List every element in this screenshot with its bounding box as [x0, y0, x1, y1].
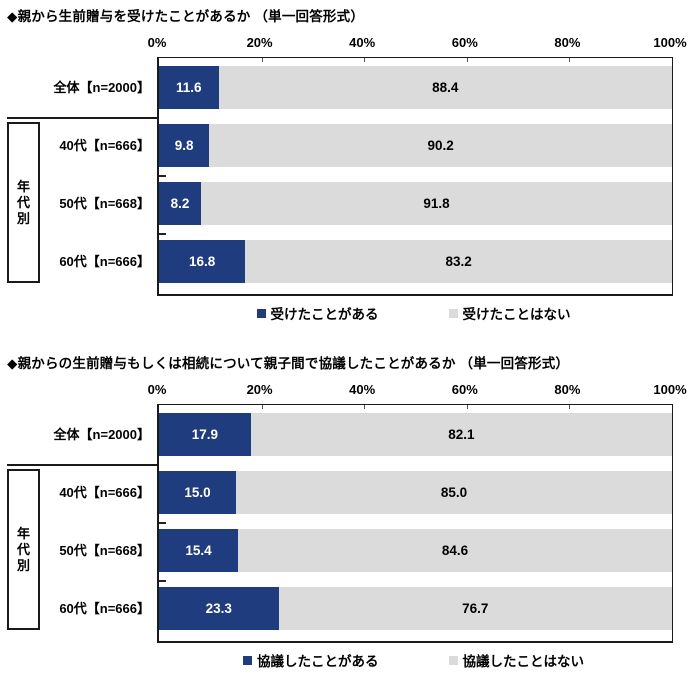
chart-section-discussed-inheritance: ◆親からの生前贈与もしくは相続について親子間で協議したことがあるか （単一回答形…: [0, 347, 700, 678]
category-label: 50代【n=668】: [59, 543, 150, 558]
plot-area: 17.9 82.1 15.0 85.0 15.4 84.6 23.3 76.7: [157, 404, 673, 643]
axis-tick-label: 40%: [349, 35, 376, 50]
axis-tick-mark: [261, 58, 263, 62]
bar-segment-primary: 16.8: [159, 240, 246, 283]
plot-area: 11.6 88.4 9.8 90.2 8.2 91.8 16.8 83.2: [157, 57, 673, 296]
group-label-char: 年: [16, 178, 30, 194]
axis-tick-mark: [569, 405, 571, 409]
category-label: 全体【n=2000】: [53, 80, 150, 95]
axis-tick-mark: [466, 405, 468, 409]
axis-tick-labels: 0% 20% 40% 60% 80% 100%: [148, 382, 687, 398]
group-label-char: 別: [16, 557, 30, 573]
bar-segment-primary: 11.6: [159, 66, 219, 109]
bar-segment-primary: 15.0: [159, 471, 236, 514]
category-tick-mark: [159, 174, 166, 177]
legend-item: 受けたことがある: [256, 303, 379, 323]
legend-swatch-primary: [243, 655, 252, 665]
bar-row: 15.0 85.0: [159, 471, 672, 514]
axis-tick-label: 80%: [554, 35, 581, 50]
bar-segment-primary: 8.2: [159, 182, 202, 225]
bar-row: 11.6 88.4: [159, 66, 672, 109]
chart-title: ◆親から生前贈与を受けたことがあるか （単一回答形式）: [7, 9, 365, 24]
group-label-char: 代: [16, 541, 30, 557]
axis-tick-label: 20%: [246, 35, 273, 50]
bar-segment-secondary: 88.4: [218, 66, 672, 109]
axis-tick-label: 60%: [451, 382, 478, 397]
legend-item: 協議したことはない: [448, 650, 585, 670]
group-label-char: 別: [16, 210, 30, 226]
bar-segment-secondary: 91.8: [201, 182, 672, 225]
axis-tick-label: 100%: [653, 35, 687, 50]
group-label-char: 代: [16, 194, 30, 210]
axis-tick-mark: [364, 405, 366, 409]
legend-item: 協議したことがある: [243, 650, 379, 670]
axis-tick-label: 100%: [653, 382, 687, 397]
bar-segment-primary: 9.8: [159, 124, 210, 167]
legend-label: 協議したことはない: [462, 654, 585, 669]
axis-tick-label: 60%: [451, 35, 478, 50]
category-tick-mark: [159, 521, 166, 524]
axis-tick-mark: [261, 405, 263, 409]
bar-row: 23.3 76.7: [159, 587, 672, 630]
axis-tick-label: 0%: [147, 382, 167, 397]
category-label: 60代【n=666】: [59, 601, 150, 616]
legend-label: 協議したことがある: [257, 654, 379, 669]
group-label-char: 年: [16, 525, 30, 541]
category-label: 60代【n=666】: [59, 254, 150, 269]
bar-segment-secondary: 83.2: [245, 240, 672, 283]
legend-label: 受けたことがある: [270, 307, 379, 322]
group-box: 年代別: [7, 122, 40, 283]
axis-tick-mark: [466, 58, 468, 62]
category-label: 40代【n=666】: [59, 485, 150, 500]
legend-swatch-primary: [256, 308, 266, 318]
legend: 協議したことがある 協議したことはない: [157, 650, 670, 670]
legend-label: 受けたことはない: [462, 307, 571, 322]
legend: 受けたことがある 受けたことはない: [157, 303, 670, 323]
legend-swatch-secondary: [448, 655, 458, 665]
bar-segment-secondary: 76.7: [278, 587, 672, 630]
bar-row: 9.8 90.2: [159, 124, 672, 167]
bar-row: 16.8 83.2: [159, 240, 672, 283]
axis-tick-mark: [364, 58, 366, 62]
category-label: 全体【n=2000】: [53, 427, 150, 442]
bar-segment-primary: 17.9: [159, 413, 251, 456]
bar-row: 17.9 82.1: [159, 413, 672, 456]
chart-title: ◆親からの生前贈与もしくは相続について親子間で協議したことがあるか （単一回答形…: [7, 356, 570, 371]
category-tick-mark: [159, 232, 166, 235]
bar-segment-secondary: 90.2: [209, 124, 672, 167]
bar-segment-secondary: 85.0: [235, 471, 672, 514]
legend-item: 受けたことはない: [448, 303, 571, 323]
legend-swatch-secondary: [448, 308, 458, 318]
chart-section-received-gift: ◆親から生前贈与を受けたことがあるか （単一回答形式） 0% 20% 40% 60% 8…: [7, 9, 687, 323]
axis-tick-label: 0%: [147, 35, 167, 50]
axis-tick-label: 20%: [246, 382, 273, 397]
axis-tick-label: 80%: [554, 382, 581, 397]
category-label: 40代【n=666】: [59, 138, 150, 153]
bar-segment-secondary: 82.1: [250, 413, 672, 456]
category-tick-mark: [159, 579, 166, 582]
bar-row: 8.2 91.8: [159, 182, 672, 225]
bar-segment-secondary: 84.6: [238, 529, 672, 572]
bar-segment-primary: 15.4: [159, 529, 238, 572]
axis-tick-mark: [569, 58, 571, 62]
category-label: 50代【n=668】: [59, 196, 150, 211]
bar-segment-primary: 23.3: [159, 587, 279, 630]
axis-tick-labels: 0% 20% 40% 60% 80% 100%: [148, 35, 687, 51]
group-box: 年代別: [7, 469, 40, 630]
bar-row: 15.4 84.6: [159, 529, 672, 572]
axis-tick-label: 40%: [349, 382, 376, 397]
